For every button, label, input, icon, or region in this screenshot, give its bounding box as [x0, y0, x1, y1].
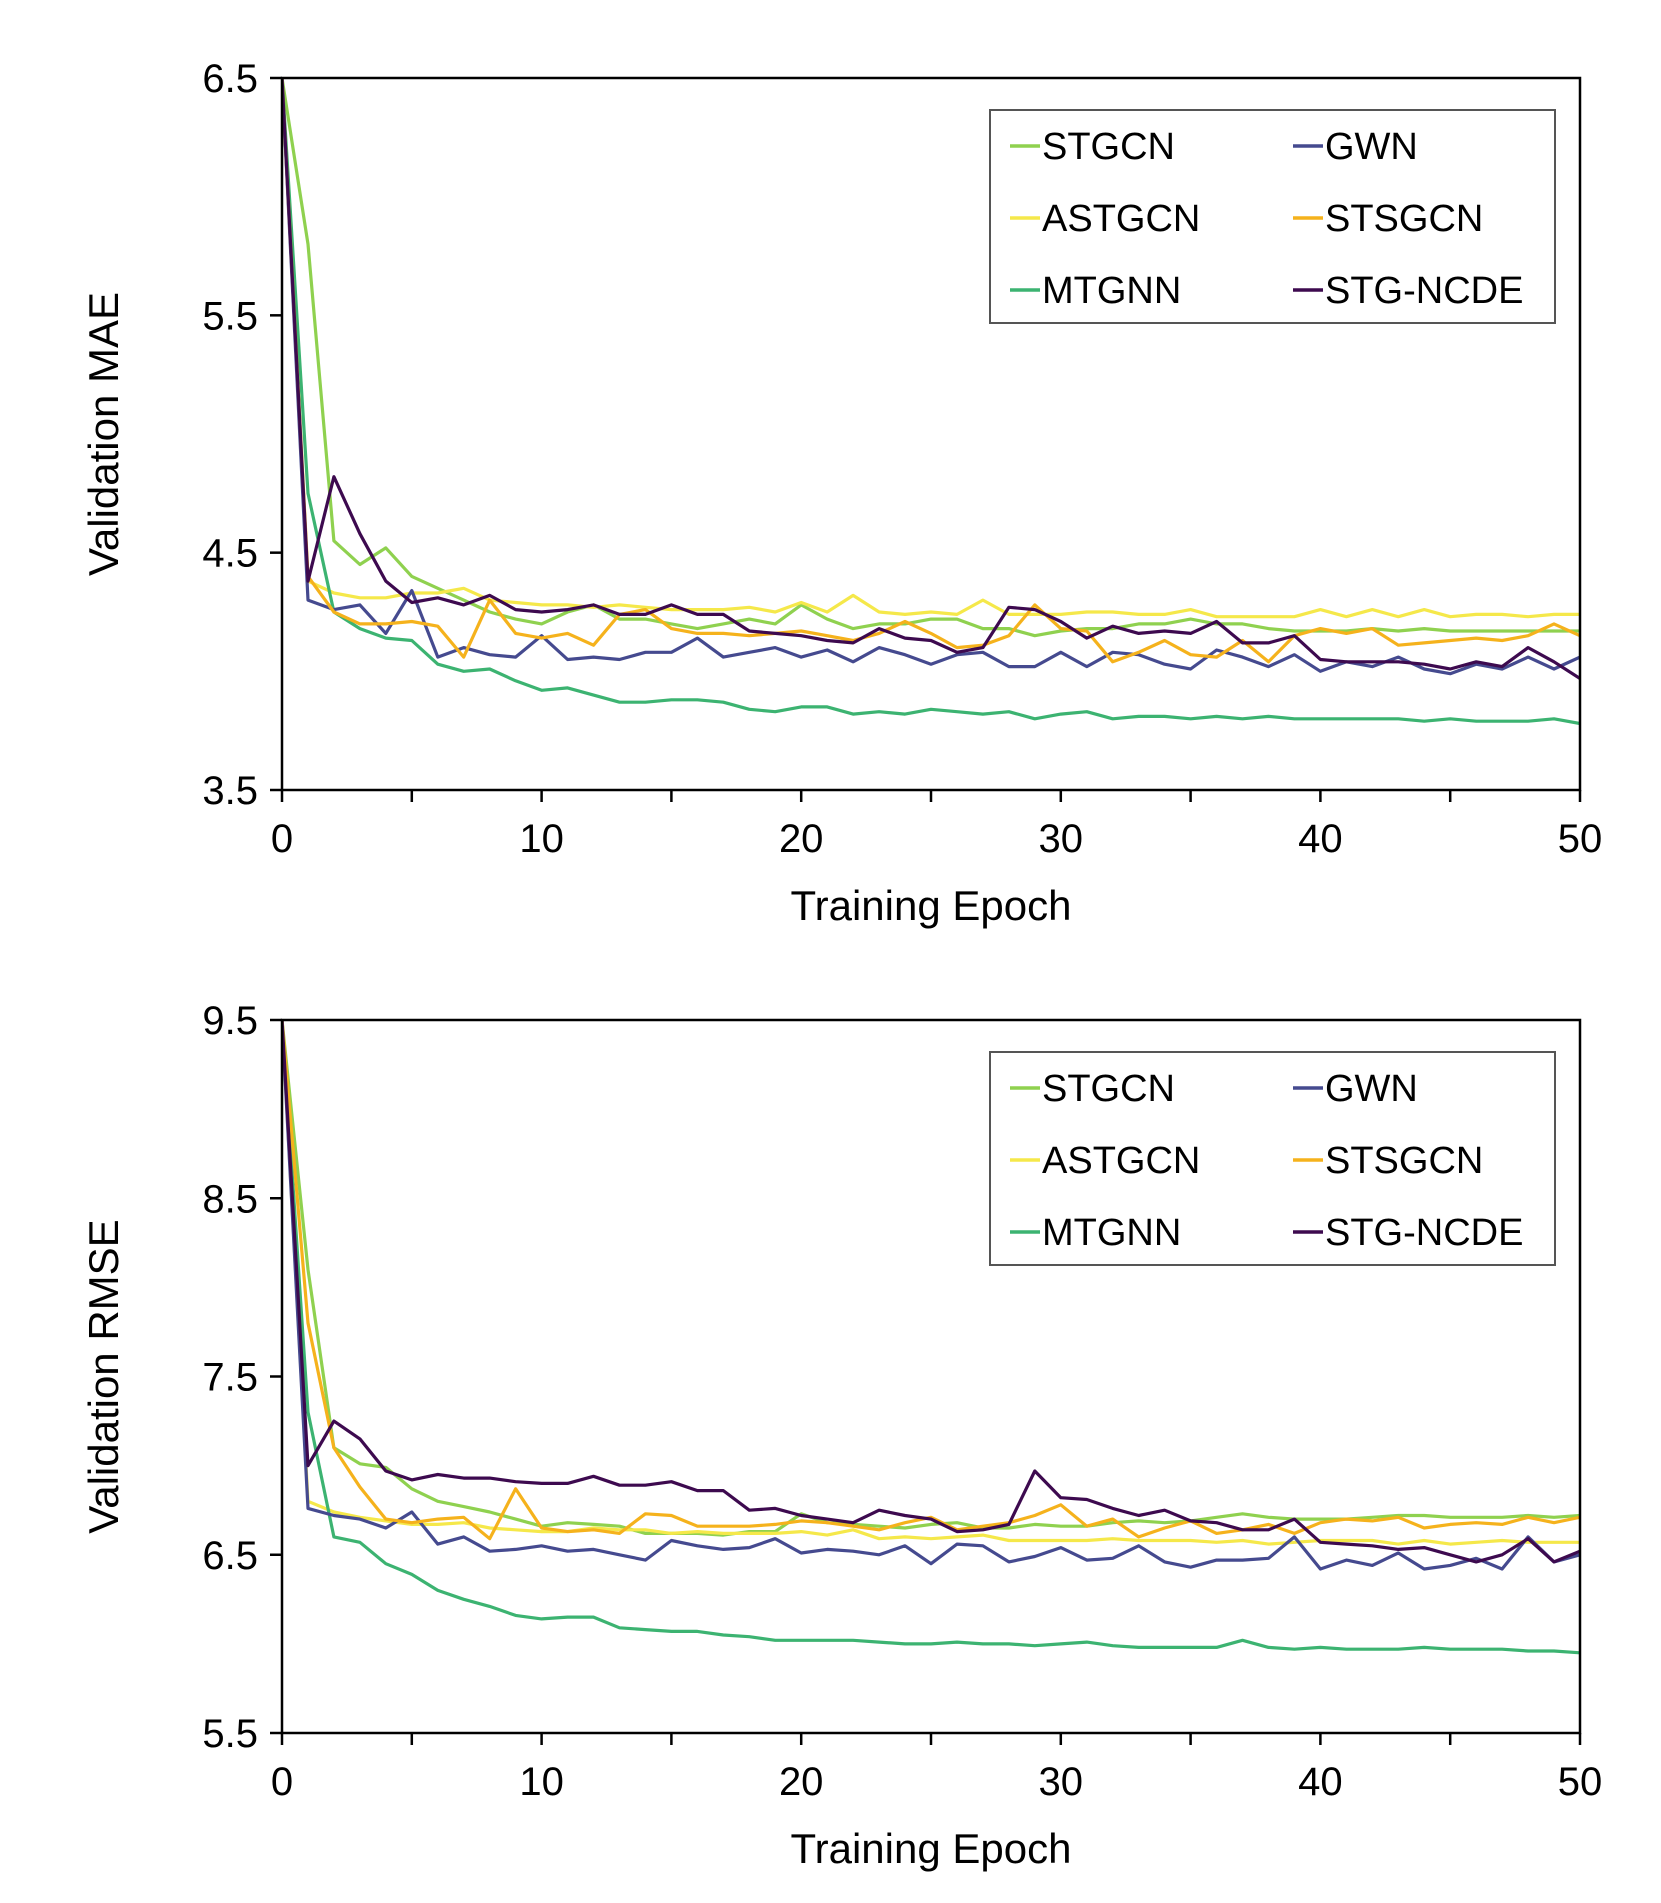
- legend: STGCN ASTGCN MTGNN GWN STSGCN STG-NCDE: [989, 109, 1556, 324]
- series-line-stgcn: [282, 1020, 1580, 1537]
- y-axis-title: Validation RMSE: [80, 1219, 127, 1533]
- x-tick-label: 50: [1558, 1760, 1603, 1804]
- legend-label: ASTGCN: [1042, 1140, 1200, 1182]
- x-tick-label: 0: [271, 817, 293, 861]
- x-tick-label: 10: [519, 817, 564, 861]
- y-tick-label: 5.5: [202, 1712, 258, 1756]
- legend-label: STSGCN: [1325, 198, 1483, 240]
- legend-label: MTGNN: [1042, 270, 1181, 312]
- chart-panel-2: 0 10 20 30 40 50 5.5 6.5 7.5 8.5 9.5 Training Epoch…: [80, 999, 1602, 1872]
- x-tick-label: 40: [1298, 817, 1343, 861]
- legend-label: GWN: [1325, 1068, 1418, 1110]
- x-tick-label: 30: [1039, 1760, 1084, 1804]
- chart-panel-1: 0 10 20 30 40 50 3.5 4.5 5.5 6.5 Training Epoch Val…: [80, 57, 1602, 929]
- series-line-stg-ncde: [282, 1020, 1580, 1564]
- legend-label: GWN: [1325, 126, 1418, 168]
- y-tick-label: 9.5: [202, 999, 258, 1043]
- x-tick-label: 40: [1298, 1760, 1343, 1804]
- y-tick-label: 3.5: [202, 769, 258, 813]
- series-line-mtgnn: [282, 1020, 1580, 1655]
- series-line-mtgnn: [282, 78, 1580, 726]
- legend-label: STSGCN: [1325, 1140, 1483, 1182]
- y-tick-label: 7.5: [202, 1356, 258, 1400]
- x-axis-title: Training Epoch: [791, 882, 1072, 929]
- series-line-stsgcn: [282, 78, 1580, 664]
- y-tick-label: 8.5: [202, 1177, 258, 1221]
- legend-label: STGCN: [1042, 1068, 1175, 1110]
- series-line-stsgcn: [282, 1020, 1580, 1541]
- series-line-gwn: [282, 78, 1580, 676]
- legend-label: MTGNN: [1042, 1212, 1181, 1254]
- legend-box: [989, 1051, 1556, 1266]
- series-line-astgcn: [282, 1020, 1580, 1546]
- legend-label: ASTGCN: [1042, 198, 1200, 240]
- legend-box: [989, 109, 1556, 324]
- x-tick-label: 20: [779, 817, 824, 861]
- x-tick-label: 0: [271, 1760, 293, 1804]
- x-tick-label: 10: [519, 1760, 564, 1804]
- series-lines: [282, 1020, 1580, 1655]
- y-tick-label: 6.5: [202, 1534, 258, 1578]
- y-axis-title: Validation MAE: [80, 292, 127, 576]
- series-lines: [282, 78, 1580, 726]
- x-tick-label: 20: [779, 1760, 824, 1804]
- legend-label: STG-NCDE: [1325, 270, 1523, 312]
- legend: STGCN ASTGCN MTGNN GWN STSGCN STG-NCDE: [989, 1051, 1556, 1266]
- x-tick-label: 30: [1039, 817, 1084, 861]
- x-axis-title: Training Epoch: [791, 1825, 1072, 1872]
- series-line-stg-ncde: [282, 78, 1580, 681]
- y-tick-label: 4.5: [202, 532, 258, 576]
- legend-label: STG-NCDE: [1325, 1212, 1523, 1254]
- legend-label: STGCN: [1042, 126, 1175, 168]
- x-tick-label: 50: [1558, 817, 1603, 861]
- y-tick-label: 5.5: [202, 294, 258, 338]
- y-tick-label: 6.5: [202, 57, 258, 101]
- series-line-gwn: [282, 1020, 1580, 1571]
